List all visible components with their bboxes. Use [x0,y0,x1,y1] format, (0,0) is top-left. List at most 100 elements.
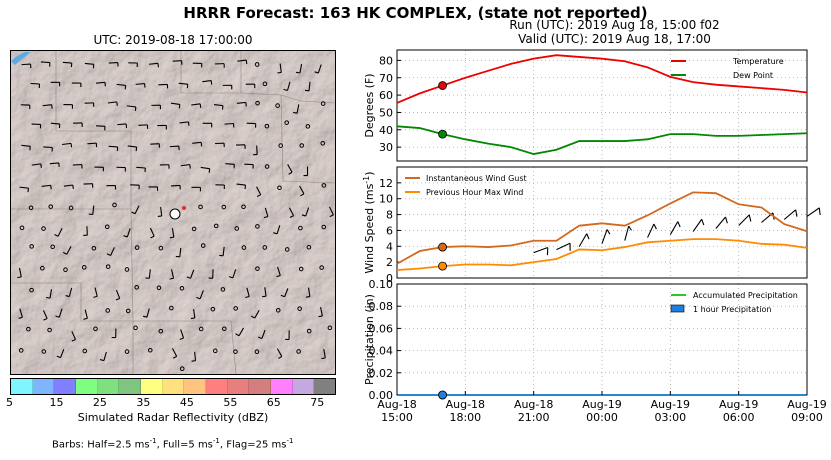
calm-wind-marker [284,120,290,125]
wind-barb [46,289,53,299]
colorbar-segment [97,379,120,394]
calm-wind-marker [124,349,130,354]
wind-barb [225,163,235,169]
wind-barb [245,83,256,89]
calm-wind-marker [124,267,130,272]
y-axis-label: Wind Speed (ms-1) [362,171,377,273]
wind-barb [63,104,74,109]
calm-wind-marker [299,143,305,148]
calm-wind-marker [105,264,111,269]
wind-barb [303,166,309,177]
wind-barb [95,125,106,131]
wind-barb [88,205,95,216]
calm-wind-marker [297,306,302,311]
wind-barb [62,142,73,148]
wind-barb [17,267,22,279]
wind-barb [215,142,225,148]
current-time-marker [438,261,447,271]
calm-wind-marker [47,327,52,333]
x-tick-label-date: Aug-19 [651,398,690,411]
calm-wind-marker [306,328,312,334]
calm-wind-marker [233,349,238,354]
wind-barb [170,102,181,109]
wind-barb [145,269,151,279]
calm-wind-marker [298,225,303,231]
y-tick-label: 0.04 [369,345,394,358]
x-tick-label-time: 09:00 [791,411,823,424]
wind-barb [108,62,119,67]
calm-wind-marker [179,366,185,372]
calm-wind-marker [254,349,260,355]
wind-barb [175,247,182,258]
y-axis-label: Degrees (F) [363,73,376,137]
wind-barb [127,145,138,152]
calm-wind-marker [306,244,312,250]
barbs-legend-note: Barbs: Half=2.5 ms-1, Full=5 ms-1, Flag=… [52,437,294,451]
calm-wind-marker [50,244,55,250]
colorbar-tick-label: 65 [266,396,281,409]
wind-barb [130,184,140,190]
x-tick-label-date: Aug-19 [787,398,826,411]
wind-barb [99,351,107,362]
colorbar-segment [54,379,77,394]
calm-wind-marker [321,183,327,188]
wind-barb [293,104,300,114]
wind-barb [556,242,571,251]
wind-barb [601,229,611,244]
calm-wind-marker [28,205,34,211]
y-tick-label: 2 [386,256,393,269]
y-tick-label: 0.08 [369,300,394,313]
wind-barb [215,184,225,190]
wind-barb [328,206,334,218]
wind-barb [55,308,63,318]
wind-barb [224,122,235,128]
x-tick-label-date: Aug-18 [377,398,416,411]
legend-label: Temperature [732,57,784,66]
calm-wind-marker [81,265,87,270]
wind-barb [20,104,31,110]
calm-wind-marker [262,81,268,87]
calm-wind-marker [104,224,110,230]
calm-wind-marker [133,325,138,331]
wind-barb [157,124,167,130]
wind-barb [136,166,146,173]
wind-barb [94,166,105,172]
wind-barb [318,307,323,318]
wind-barb [273,225,281,235]
calm-wind-marker [179,285,185,291]
wind-barb [18,308,23,319]
wind-barb [158,83,169,89]
wind-barb [285,330,290,340]
legend: Accumulated Precipitation 1 hour Precipit… [670,291,798,314]
wind-barb [62,246,72,255]
calm-wind-marker [264,164,270,169]
y-tick-label: 4 [386,240,393,253]
calm-wind-marker [91,245,97,251]
colorbar-segment [271,379,293,394]
colorbar-segment [314,379,336,394]
chart-panel-precipitation: 0.00 0.02 0.04 0.06 0.08 0.10 Precipitation (i… [363,278,808,402]
calm-wind-marker [321,224,327,230]
wind-barb [84,102,95,107]
wind-barb [95,81,106,87]
legend-label: Accumulated Precipitation [693,291,798,300]
wind-barb [93,287,98,298]
calm-wind-marker [275,103,280,108]
calm-wind-marker [68,205,74,211]
calm-wind-marker [198,326,204,332]
calm-wind-marker [41,226,46,231]
terrain-map [11,51,335,374]
wind-barb [83,183,94,188]
wind-barb [263,207,269,219]
wind-barb [180,164,191,169]
wind-barb [202,80,213,85]
wind-barb [237,59,248,65]
valid-time-label: Valid (UTC): 2019 Aug 18, 17:00 [518,32,711,46]
calm-wind-marker [327,325,333,331]
calm-wind-marker [320,101,326,106]
colorbar-segment [141,379,163,394]
wind-barb [222,84,233,90]
wind-barb [21,144,31,151]
wind-barb [258,329,266,340]
